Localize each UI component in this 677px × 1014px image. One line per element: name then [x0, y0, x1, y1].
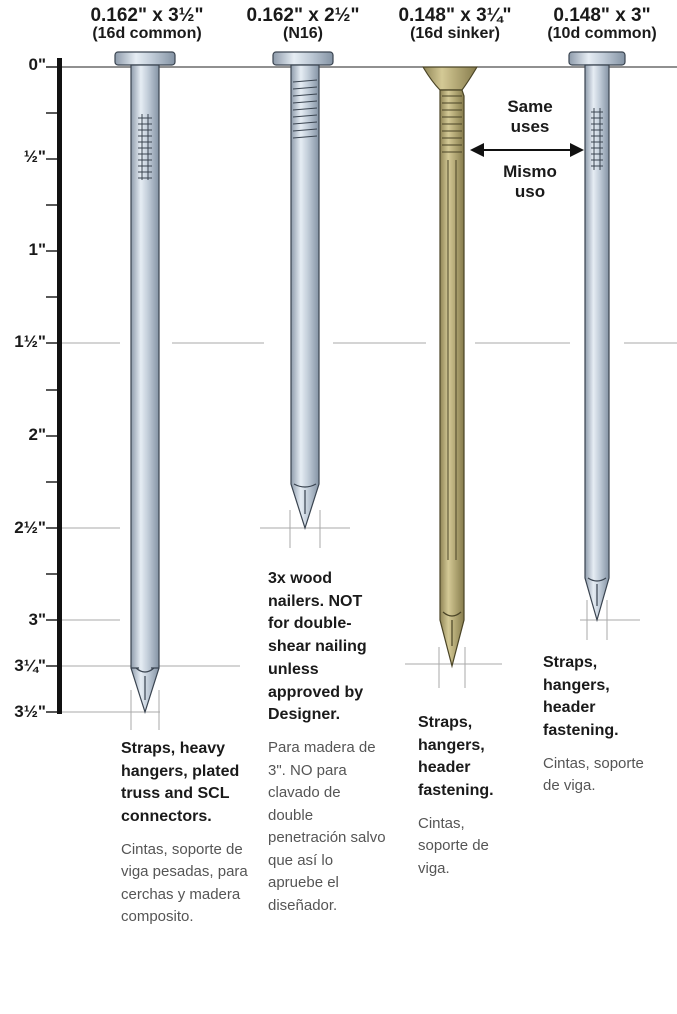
ruler-label-1: 1": [28, 240, 46, 259]
nail-header-10d-common: 0.148" x 3" (10d common): [527, 6, 677, 43]
nail-header-16d-sinker: 0.148" x 3¼" (16d sinker): [380, 6, 530, 43]
use-text-es: Cintas, soporte de viga.: [418, 814, 489, 877]
use-block-16d-common: Straps, heavy hangers, plated truss and …: [121, 738, 251, 929]
nail-name: (10d common): [547, 24, 657, 42]
ruler-label-1-half: 1½": [14, 332, 46, 351]
nail-16d-common: [114, 51, 176, 714]
nail-16d-sinker: [421, 66, 479, 669]
same-uses-line-2: uses: [510, 117, 550, 137]
use-text-es: Cintas, soporte de viga.: [543, 754, 644, 795]
use-text-en: Straps, hangers, header fastening.: [543, 654, 619, 740]
use-text-en: Straps, heavy hangers, plated truss and …: [121, 740, 240, 826]
same-uses-arrow: [470, 143, 584, 157]
nail-10d-common: [568, 51, 626, 623]
ruler-label-3-quarter: 3¼": [14, 656, 46, 675]
nail-n16: [272, 51, 334, 530]
ruler-label-2: 2": [28, 425, 46, 444]
nail-name: (16d common): [92, 24, 202, 42]
use-text-en: Straps, hangers, header fastening.: [418, 714, 494, 800]
use-text-en: 3x wood nailers. NOT for double-shear na…: [268, 570, 367, 724]
use-block-16d-sinker: Straps, hangers, header fastening. Cinta…: [418, 712, 518, 880]
ruler-label-half: ½": [23, 147, 46, 166]
ruler-label-3-half: 3½": [14, 702, 46, 721]
ruler-ticks: [46, 66, 57, 713]
same-uses-line-1: Same: [507, 97, 553, 116]
same-uses-label-es: Mismo uso: [490, 162, 570, 203]
ruler-label-2-half: 2½": [14, 518, 46, 537]
guide-lines: [62, 342, 677, 730]
use-block-n16: 3x wood nailers. NOT for double-shear na…: [268, 568, 388, 917]
nail-header-n16: 0.162" x 2½" (N16): [228, 6, 378, 43]
ruler-label-3: 3": [28, 610, 46, 629]
nail-size: 0.162" x 2½": [246, 5, 360, 26]
use-text-es: Para madera de 3". NO para clavado de do…: [268, 739, 386, 914]
ruler-label-0: 0": [28, 55, 46, 74]
use-block-10d-common: Straps, hangers, header fastening. Cinta…: [543, 652, 653, 798]
same-uses-label-en: Same uses: [490, 97, 570, 138]
nail-name: (16d sinker): [410, 24, 500, 42]
nail-name: (N16): [282, 24, 323, 42]
nail-header-16d-common: 0.162" x 3½" (16d common): [62, 6, 232, 43]
nail-size: 0.148" x 3": [553, 5, 651, 26]
mismo-uso-line-2: uso: [514, 182, 546, 202]
mismo-uso-line-1: Mismo: [503, 162, 557, 181]
nail-size: 0.148" x 3¼": [398, 5, 512, 26]
use-text-es: Cintas, soporte de viga pesadas, para ce…: [121, 840, 248, 926]
ruler-bar: [57, 58, 62, 714]
nail-size: 0.162" x 3½": [90, 5, 204, 26]
